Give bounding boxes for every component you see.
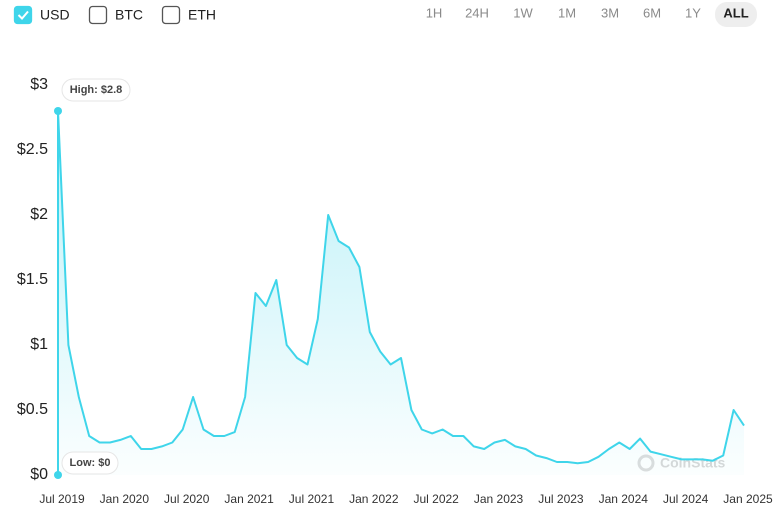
y-tick-label: $1 — [30, 336, 48, 353]
x-tick-label: Jan 2020 — [100, 492, 150, 506]
y-tick-label: $2 — [30, 206, 48, 223]
annotation-box — [61, 78, 131, 102]
range-button[interactable]: 1W — [513, 5, 533, 20]
x-tick-label: Jul 2019 — [39, 492, 85, 506]
checkbox[interactable] — [161, 5, 181, 25]
currency-label[interactable]: ETH — [188, 7, 216, 23]
x-tick-label: Jul 2024 — [663, 492, 709, 506]
range-button[interactable]: 1M — [558, 5, 576, 20]
x-tick-label: Jul 2020 — [164, 492, 210, 506]
annotation-point — [54, 471, 62, 479]
price-line — [57, 110, 745, 465]
y-tick-label: $3 — [30, 76, 48, 93]
x-tick-label: Jul 2022 — [413, 492, 459, 506]
x-tick-label: Jan 2024 — [599, 492, 649, 506]
range-button[interactable]: 24H — [465, 5, 489, 20]
annotation-label: High: $2.8 — [70, 84, 123, 96]
x-tick-label: Jul 2023 — [538, 492, 584, 506]
x-tick-label: Jan 2023 — [474, 492, 524, 506]
x-tick-label: Jan 2025 — [723, 492, 773, 506]
range-button[interactable]: 1Y — [685, 5, 701, 20]
annotation-label: Low: $0 — [70, 457, 111, 469]
area — [58, 111, 744, 475]
range-button[interactable]: 3M — [601, 5, 619, 20]
currency-label[interactable]: BTC — [115, 7, 143, 23]
y-tick-label: $1.5 — [17, 271, 48, 288]
range-button[interactable]: 1H — [426, 5, 443, 20]
y-tick-label: $0.5 — [17, 401, 48, 418]
annotation-point — [54, 107, 62, 115]
range-button[interactable]: 6M — [643, 5, 661, 20]
currency-label[interactable]: USD — [40, 7, 70, 23]
x-tick-label: Jan 2021 — [224, 492, 274, 506]
check-mark — [17, 10, 29, 20]
range-button[interactable]: ALL — [723, 5, 748, 20]
annotation-box — [61, 451, 119, 475]
active-range-pill — [715, 2, 757, 27]
checkbox[interactable] — [13, 5, 33, 25]
y-tick-label: $0 — [30, 466, 48, 483]
y-tick-label: $2.5 — [17, 141, 48, 158]
x-tick-label: Jul 2021 — [289, 492, 335, 506]
checkbox[interactable] — [88, 5, 108, 25]
x-tick-label: Jan 2022 — [349, 492, 399, 506]
